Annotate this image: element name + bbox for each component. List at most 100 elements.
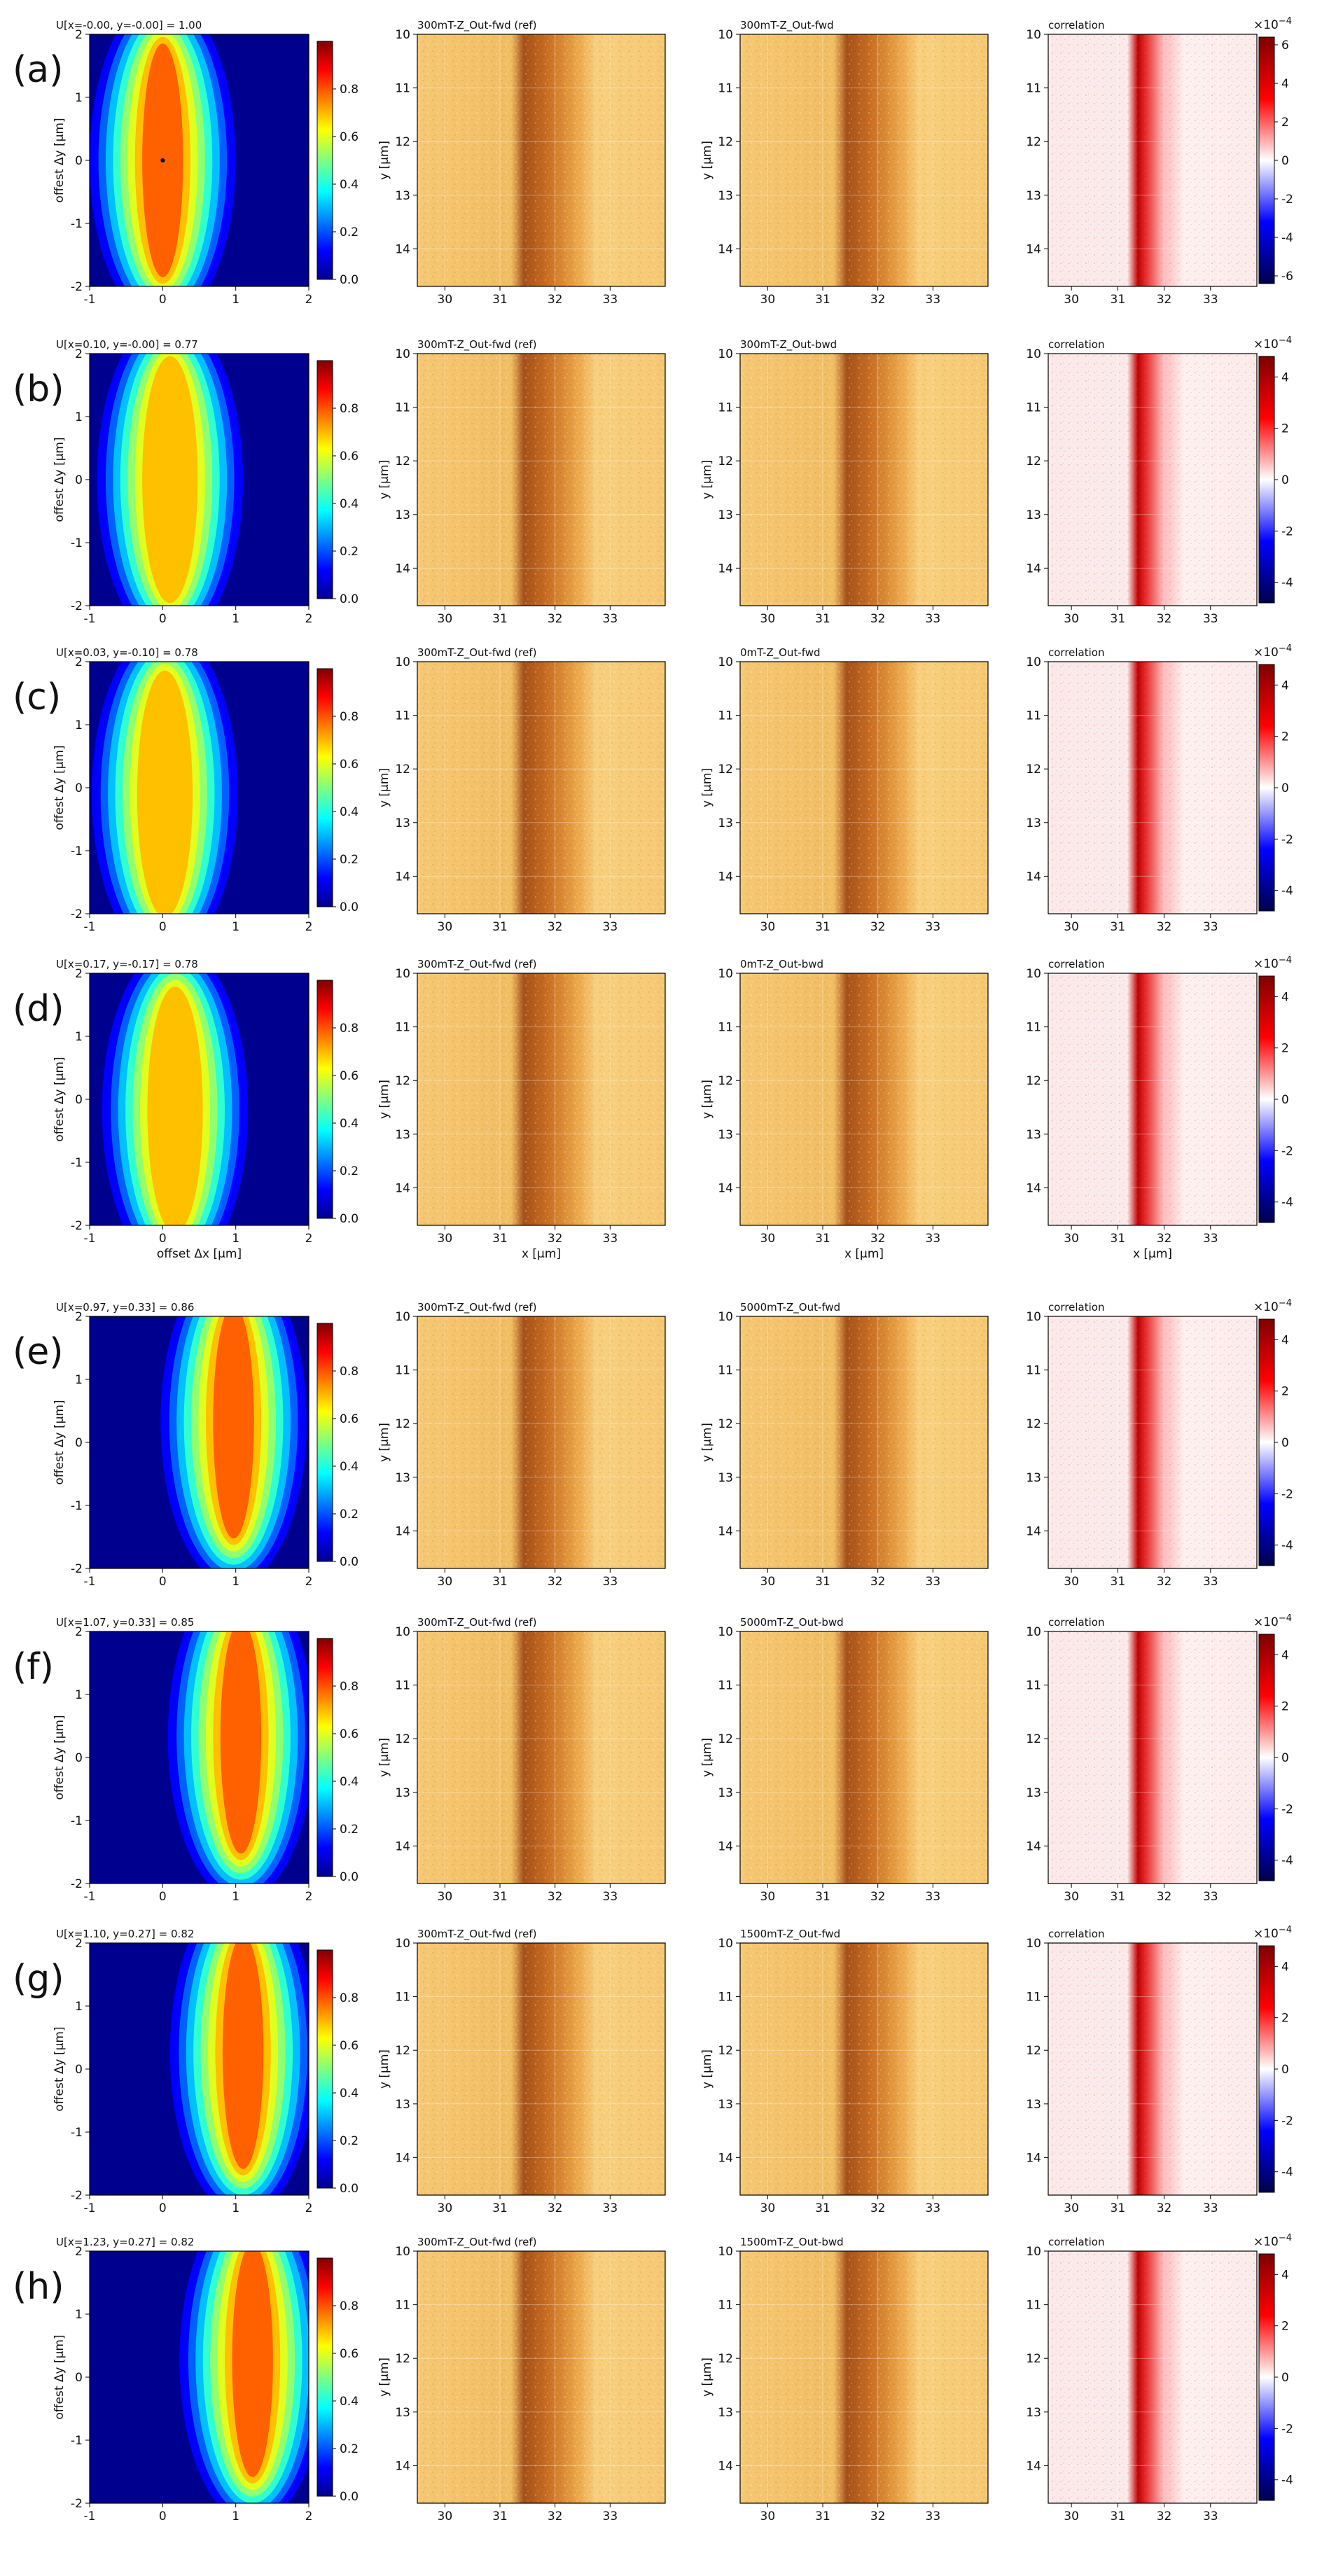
corr-colorbar-exponent: −4 bbox=[1279, 1613, 1292, 1624]
panel-row: (d)U[x=0.17, y=-0.17] = 0.78-1 0 1 2210-1-2… bbox=[13, 955, 1293, 1261]
cmp-y-tick-label: 11 bbox=[718, 1991, 733, 2005]
ref-x-tick-label: 32 bbox=[548, 1575, 563, 1589]
corr-colorbar-tick-label: -2 bbox=[1281, 193, 1293, 207]
map-colorbar-tick-label: 0.2 bbox=[340, 1823, 359, 1837]
map-heat-band bbox=[220, 1631, 262, 1854]
map-y-tick-label: -2 bbox=[71, 599, 83, 613]
ref-y-tick-label: 12 bbox=[395, 1074, 410, 1088]
cmp-x-axis-label: x [µm] bbox=[844, 1247, 884, 1261]
ref-frame bbox=[417, 1316, 666, 1569]
cmp-x-tick-label: 32 bbox=[870, 2201, 886, 2215]
cmp-texture bbox=[740, 2251, 988, 2503]
map-x-tick-label: 2 bbox=[305, 920, 313, 934]
map-x-tick-label: 1 bbox=[232, 1890, 239, 1904]
ref-y-tick-label: 12 bbox=[395, 2044, 410, 2058]
corr-x-tick-label: 31 bbox=[1111, 2509, 1126, 2523]
panel-label: (g) bbox=[13, 1958, 64, 2000]
cmp-x-tick-label: 33 bbox=[926, 2201, 941, 2215]
ref-y-tick-label: 14 bbox=[395, 1839, 410, 1853]
corr-y-tick-label: 10 bbox=[1026, 967, 1041, 981]
map-y-tick-label: 1 bbox=[75, 1030, 83, 1044]
corr-colorbar bbox=[1258, 2253, 1275, 2501]
cmp-frame bbox=[739, 1942, 989, 2196]
map-x-tick-label: -1 bbox=[84, 1232, 96, 1246]
map-y-tick-label: -1 bbox=[71, 1814, 83, 1828]
corr-texture bbox=[1048, 973, 1257, 1225]
map-y-axis-label: offest Δy [µm] bbox=[53, 1400, 67, 1484]
corr-title: correlation bbox=[1048, 338, 1105, 351]
corr-colorbar-tick-label: -2 bbox=[1281, 1144, 1293, 1158]
cmp-y-tick-label: 14 bbox=[718, 562, 733, 576]
ref-y-tick-label: 10 bbox=[395, 1625, 410, 1639]
map-colorbar-tick-label: 0.0 bbox=[340, 592, 359, 606]
corr-y-tick-label: 10 bbox=[1026, 1310, 1041, 1324]
corr-y-tick-label: 12 bbox=[1026, 454, 1041, 468]
cmp-texture bbox=[740, 1631, 988, 1884]
ref-x-tick-label: 33 bbox=[603, 293, 618, 307]
map-title: U[x=1.07, y=0.33] = 0.85 bbox=[56, 1616, 194, 1629]
ref-y-tick-label: 13 bbox=[395, 816, 410, 830]
cmp-y-axis-label: y [µm] bbox=[700, 2049, 714, 2089]
corr-texture bbox=[1048, 1631, 1257, 1884]
map-colorbar-tick-label: 0.6 bbox=[340, 1727, 359, 1741]
map-y-tick-label: 2 bbox=[75, 967, 83, 981]
corr-y-tick-label: 14 bbox=[1026, 2459, 1041, 2473]
map-y-tick-label: 2 bbox=[75, 1937, 83, 1951]
cmp-title: 1500mT-Z_Out-fwd bbox=[740, 1928, 840, 1941]
map-heat-bands bbox=[92, 662, 238, 914]
map-colorbar-tick-label: 0.4 bbox=[340, 178, 359, 192]
cmp-y-axis-label: y [µm] bbox=[700, 1423, 714, 1462]
corr-colorbar-tick-label: -2 bbox=[1281, 1802, 1293, 1816]
cmp-y-tick-label: 11 bbox=[718, 401, 733, 415]
corr-y-tick-label: 14 bbox=[1026, 1181, 1041, 1195]
panel-label: (h) bbox=[13, 2266, 64, 2308]
map-x-tick-label: 1 bbox=[232, 1232, 239, 1246]
map-colorbar-tick-label: 0.8 bbox=[340, 1365, 359, 1379]
corr-texture bbox=[1048, 662, 1257, 914]
map-y-tick-label: 1 bbox=[75, 2308, 83, 2322]
cmp-x-tick-label: 32 bbox=[870, 1232, 886, 1246]
map-y-axis-label: offest Δy [µm] bbox=[53, 118, 67, 202]
map-y-tick-label: -2 bbox=[71, 1219, 83, 1233]
cmp-y-axis-label: y [µm] bbox=[700, 141, 714, 180]
corr-y-tick-label: 11 bbox=[1026, 1679, 1041, 1693]
map-y-tick-label: 2 bbox=[75, 347, 83, 361]
map-colorbar-tick-label: 0.4 bbox=[340, 1117, 359, 1131]
ref-x-tick-label: 33 bbox=[603, 1575, 618, 1589]
map-colorbar-tick-label: 0.4 bbox=[340, 805, 359, 819]
cmp-y-tick-label: 10 bbox=[718, 1625, 733, 1639]
corr-x-tick-label: 32 bbox=[1157, 612, 1172, 626]
corr-colorbar-multiplier: ×10−4 bbox=[1253, 2233, 1292, 2249]
map-colorbar-tick-label: 0.8 bbox=[340, 1680, 359, 1694]
corr-y-tick-label: 14 bbox=[1026, 242, 1041, 256]
corr-colorbar-tick-label: 0 bbox=[1281, 154, 1289, 168]
cmp-title: 5000mT-Z_Out-bwd bbox=[740, 1616, 844, 1629]
corr-x-tick-label: 30 bbox=[1064, 1575, 1079, 1589]
ref-x-tick-label: 30 bbox=[438, 1232, 453, 1246]
map-colorbar bbox=[316, 1323, 333, 1562]
cmp-texture bbox=[740, 662, 988, 914]
map-y-tick-label: 2 bbox=[75, 2245, 83, 2259]
corr-x-tick-label: 30 bbox=[1064, 920, 1079, 934]
cmp-y-tick-label: 10 bbox=[718, 28, 733, 42]
map-y-tick-label: -1 bbox=[71, 1499, 83, 1513]
corr-colorbar-multiplier: ×10−4 bbox=[1253, 1298, 1292, 1314]
cmp-y-tick-label: 13 bbox=[718, 1128, 733, 1142]
map-y-axis-label: offest Δy [µm] bbox=[53, 1057, 67, 1141]
corr-title: correlation bbox=[1048, 1616, 1105, 1629]
ref-y-tick-label: 10 bbox=[395, 28, 410, 42]
cmp-frame bbox=[739, 1316, 989, 1569]
corr-colorbar-multiplier: ×10−4 bbox=[1253, 955, 1292, 971]
map-y-tick-label: 0 bbox=[75, 2371, 83, 2385]
ref-texture bbox=[417, 1316, 665, 1568]
corr-texture bbox=[1048, 1316, 1257, 1568]
ref-y-tick-label: 10 bbox=[395, 2245, 410, 2259]
cmp-y-tick-label: 12 bbox=[718, 2352, 733, 2366]
ref-x-tick-label: 33 bbox=[603, 612, 618, 626]
panel-row: (c)U[x=0.03, y=-0.10] = 0.78-1 0 1 2210-1-2… bbox=[13, 643, 1293, 934]
cmp-x-tick-label: 32 bbox=[870, 920, 886, 934]
corr-y-tick-label: 10 bbox=[1026, 1937, 1041, 1951]
corr-colorbar-multiplier: ×10−4 bbox=[1253, 1613, 1292, 1629]
cmp-y-tick-label: 10 bbox=[718, 655, 733, 669]
cmp-y-tick-label: 14 bbox=[718, 242, 733, 256]
